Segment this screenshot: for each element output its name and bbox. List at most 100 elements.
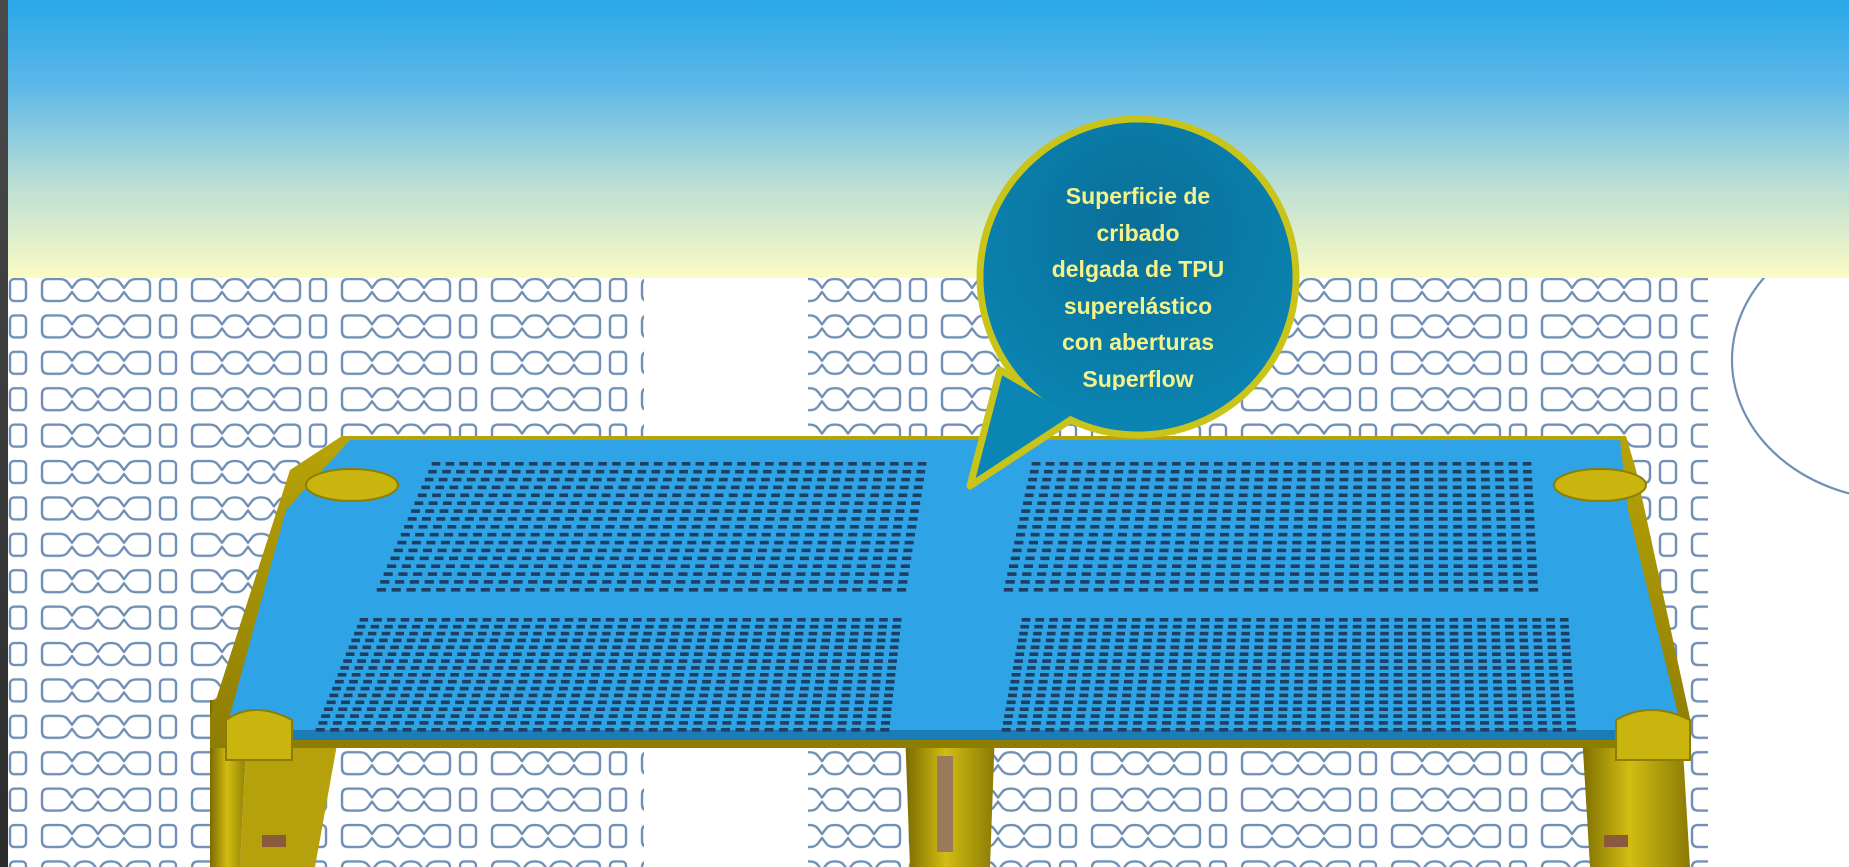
slot-opening [590,485,599,490]
slot-opening [1135,517,1145,521]
slot-opening [524,659,534,663]
slot-opening [437,548,447,553]
slot-opening [1350,686,1360,691]
slot-opening [584,501,594,505]
slot-opening [716,679,726,684]
slot-opening [1030,645,1040,650]
slot-opening [604,572,614,576]
slot-opening [366,707,376,711]
slot-opening [1167,493,1177,498]
slot-opening [781,509,791,513]
slot-opening [1467,525,1477,529]
slot-opening [1232,556,1242,561]
slot-opening [1011,673,1021,677]
slot-opening [1438,548,1448,553]
slot-opening [457,572,467,576]
slot-opening [724,638,734,643]
slot-opening [1510,501,1520,505]
slot-opening [626,645,635,650]
slot-opening [749,652,759,656]
slot-opening [1423,580,1434,584]
slot-opening [1191,714,1201,718]
slot-opening [1249,707,1259,711]
slot-opening [638,652,647,656]
slot-opening [414,693,424,698]
slot-opening [383,700,393,705]
slot-opening [794,721,804,725]
slot-opening [1409,501,1419,505]
slot-opening [1435,631,1445,636]
slot-opening [1056,477,1066,482]
slot-opening [1409,509,1419,513]
slot-opening [599,588,609,592]
slot-opening [1365,679,1375,684]
slot-opening [1364,572,1374,576]
slot-opening [1096,572,1106,576]
slot-opening [771,493,780,498]
slot-opening [570,462,580,466]
slot-opening [1180,686,1189,691]
slot-opening [1237,501,1247,505]
slot-opening [508,477,518,482]
slot-opening [1103,532,1113,537]
slot-opening [1092,700,1102,705]
slot-opening [1296,631,1306,636]
slot-opening [1364,580,1374,584]
slot-opening [723,714,733,718]
slot-opening [1241,469,1250,474]
slot-opening [568,652,578,656]
slot-opening [529,645,538,650]
slot-opening [487,462,496,466]
slot-opening [1323,501,1333,505]
slot-opening [1199,469,1208,474]
slot-opening [1093,693,1103,698]
slot-opening [718,532,728,537]
slot-opening [452,548,462,553]
slot-opening [669,638,678,643]
slot-opening [1552,728,1562,732]
slot-opening [1562,659,1572,663]
slot-opening [1523,728,1533,732]
slot-opening [1084,659,1094,663]
slot-opening [1309,659,1319,663]
slot-opening [887,556,897,561]
slot-opening [1254,645,1263,650]
slot-opening [1479,700,1489,705]
slot-opening [870,572,880,576]
slot-opening [498,469,507,474]
slot-opening [677,477,686,482]
slot-opening [495,548,505,553]
slot-opening [670,501,679,505]
slot-opening [1525,517,1535,521]
slot-opening [1408,638,1417,643]
slot-opening [803,540,813,545]
slot-opening [1064,509,1074,513]
slot-opening [709,462,718,466]
slot-opening [702,485,712,490]
slot-opening [723,462,732,466]
slot-opening [1310,638,1320,643]
slot-opening [806,462,816,466]
slot-opening [1467,517,1477,521]
slot-opening [505,485,515,490]
slot-opening [1394,638,1403,643]
slot-opening [1424,556,1434,561]
slot-opening [1192,707,1202,711]
slot-opening [891,631,900,636]
slot-opening [1045,532,1055,537]
slot-opening [766,714,776,718]
slot-opening [624,652,633,656]
slot-opening [536,714,546,718]
slot-opening [705,580,715,584]
slot-opening [1236,517,1246,521]
slot-opening [1107,693,1117,698]
slot-opening [507,556,517,561]
slot-opening [562,673,572,677]
slot-opening [797,501,807,505]
slot-opening [1265,517,1275,521]
slot-opening [1038,564,1048,568]
slot-opening [1409,564,1419,568]
slot-opening [1172,462,1181,466]
slot-opening [542,540,552,545]
slot-opening [797,618,806,622]
